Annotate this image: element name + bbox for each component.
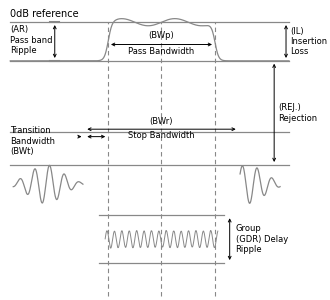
Text: Pass Bandwidth: Pass Bandwidth [128,47,195,56]
Text: (BWr): (BWr) [150,117,173,126]
Text: (BWp): (BWp) [148,31,174,40]
Text: Stop Bandwidth: Stop Bandwidth [128,131,195,140]
Text: (IL)
Insertion
Loss: (IL) Insertion Loss [290,27,328,56]
Text: (AR)
Pass band
Ripple: (AR) Pass band Ripple [10,25,53,55]
Text: Transition
Bandwidth
(BWt): Transition Bandwidth (BWt) [10,126,55,156]
Text: 0dB reference: 0dB reference [10,9,79,19]
Text: Group
(GDR) Delay
Ripple: Group (GDR) Delay Ripple [236,224,288,254]
Text: (REJ.)
Rejection: (REJ.) Rejection [279,103,318,122]
